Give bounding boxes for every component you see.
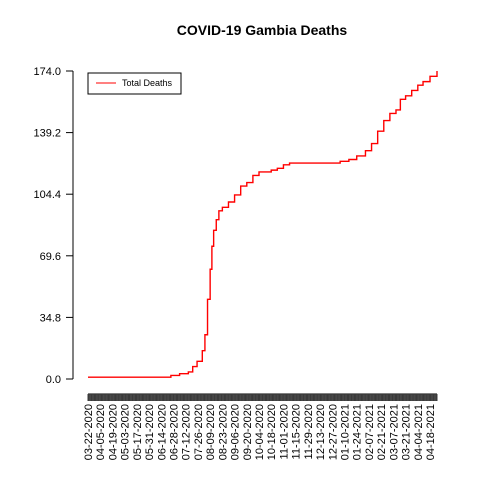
x-tick-label: 05-31-2020 bbox=[144, 404, 156, 460]
x-tick-label: 04-18-2021 bbox=[425, 404, 437, 460]
x-tick-label: 12-27-2020 bbox=[327, 404, 339, 460]
x-tick-label: 09-06-2020 bbox=[230, 404, 242, 460]
x-tick-label: 02-07-2021 bbox=[364, 404, 376, 460]
legend-label: Total Deaths bbox=[122, 78, 173, 88]
y-tick-label: 34.8 bbox=[40, 312, 61, 324]
y-tick-label: 174.0 bbox=[33, 66, 61, 78]
y-tick-label: 0.0 bbox=[46, 374, 61, 386]
x-tick-label: 05-17-2020 bbox=[132, 404, 144, 460]
x-tick-label: 08-09-2020 bbox=[205, 404, 217, 460]
chart-title: COVID-19 Gambia Deaths bbox=[177, 22, 348, 38]
x-tick-label: 07-12-2020 bbox=[181, 404, 193, 460]
series-line-total-deaths bbox=[88, 71, 438, 378]
x-tick-label: 01-24-2021 bbox=[352, 404, 364, 460]
x-tick-label: 05-03-2020 bbox=[120, 404, 132, 460]
x-tick-label: 04-19-2020 bbox=[107, 404, 119, 460]
y-axis: 0.0 34.8 69.6 104.4 139.2 174.0 bbox=[33, 66, 74, 386]
legend: Total Deaths bbox=[87, 72, 182, 95]
x-tick-label: 03-21-2021 bbox=[401, 404, 413, 460]
x-tick-label: 03-22-2020 bbox=[83, 404, 95, 460]
x-tick-label: 01-10-2021 bbox=[340, 404, 352, 460]
x-tick-label: 09-20-2020 bbox=[242, 404, 254, 460]
x-tick-label: 12-13-2020 bbox=[315, 404, 327, 460]
y-tick-label: 104.4 bbox=[33, 189, 61, 201]
x-tick-label: 10-18-2020 bbox=[266, 404, 278, 460]
x-tick-label: 11-01-2020 bbox=[278, 404, 290, 459]
x-tick-label: 11-15-2020 bbox=[291, 404, 303, 459]
x-tick-label: 03-07-2021 bbox=[388, 404, 400, 460]
x-tick-label: 04-05-2020 bbox=[95, 404, 107, 460]
x-tick-label: 11-29-2020 bbox=[303, 404, 315, 459]
x-tick-label: 10-04-2020 bbox=[254, 404, 266, 460]
x-tick-label: 06-28-2020 bbox=[169, 404, 181, 460]
x-tick-label: 02-21-2021 bbox=[376, 404, 388, 460]
legend-box bbox=[87, 72, 182, 95]
x-tick-label: 06-14-2020 bbox=[156, 404, 168, 460]
x-axis: 03-22-2020 04-05-2020 04-19-2020 05-03-2020… bbox=[83, 393, 438, 460]
y-tick-label: 69.6 bbox=[40, 251, 61, 263]
y-tick-label: 139.2 bbox=[33, 128, 61, 140]
series-layer bbox=[88, 71, 438, 378]
x-tick-label: 08-23-2020 bbox=[217, 404, 229, 460]
x-tick-label: 04-04-2021 bbox=[413, 404, 425, 460]
x-tick-label: 07-26-2020 bbox=[193, 404, 205, 460]
